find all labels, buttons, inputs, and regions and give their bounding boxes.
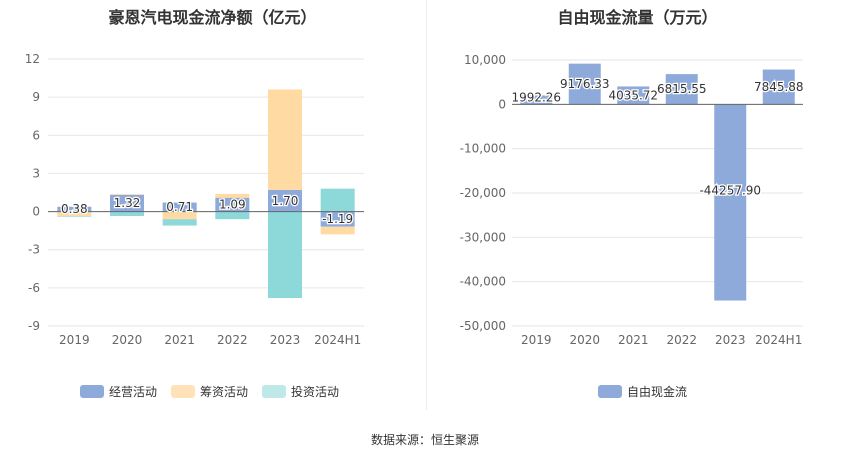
bar-1-0-3 (665, 74, 698, 105)
x-tick-label-1-5: 2024H1 (755, 333, 802, 347)
legend-item-operating[interactable]: 经营活动 (80, 383, 157, 400)
x-tick-label-1-3: 2022 (666, 333, 697, 347)
y-tick-label-1-5: -40,000 (460, 275, 506, 289)
chart-divider (426, 0, 427, 410)
bar-0-1-1 (110, 194, 144, 195)
bar-1-0-5 (762, 69, 795, 105)
bar-1-0-1 (568, 63, 601, 105)
data-label-0-0: 0.38 (61, 202, 88, 216)
bar-1-0-0 (520, 95, 553, 105)
x-tick-label-0-5: 2024H1 (314, 333, 361, 347)
data-label-0-2: 0.71 (166, 200, 193, 214)
x-tick-label-0-4: 2023 (270, 333, 301, 347)
data-label-0-5: -1.19 (322, 212, 353, 226)
y-tick-label-0-5: -3 (28, 243, 40, 257)
bar-0-1-2 (162, 211, 197, 220)
data-label-0-1: 1.32 (114, 196, 141, 210)
bar-1-0-2 (617, 86, 650, 105)
right-chart-title: 自由现金流量（万元） (557, 8, 718, 27)
x-tick-label-1-1: 2020 (569, 333, 600, 347)
y-tick-label-0-7: -9 (28, 319, 40, 333)
data-label-0-4: 1.70 (272, 194, 299, 208)
bar-0-2-5 (320, 188, 355, 212)
legend-swatch-investing (262, 385, 287, 398)
bar-0-0-0 (57, 206, 92, 212)
data-label-1-4: -44257.90 (699, 184, 761, 198)
y-tick-label-0-3: 3 (32, 166, 40, 180)
y-tick-label-0-1: 9 (32, 90, 40, 104)
bar-0-0-5 (320, 211, 355, 227)
bar-0-0-2 (162, 202, 197, 212)
legend-label-free-cash-flow: 自由现金流 (627, 385, 688, 399)
legend-label-investing: 投资活动 (291, 385, 340, 399)
data-label-1-2: 4035.72 (608, 88, 658, 102)
bar-0-0-3 (215, 197, 250, 212)
legend-label-operating: 经营活动 (109, 385, 158, 399)
legend-label-financing: 筹资活动 (200, 385, 249, 399)
legend-swatch-free-cash-flow (598, 385, 622, 398)
bar-0-1-0 (57, 211, 92, 217)
bar-0-0-4 (268, 189, 302, 212)
y-tick-label-1-3: -20,000 (460, 186, 506, 200)
data-source: 数据来源：恒生聚源 (370, 433, 479, 447)
x-tick-label-0-3: 2022 (217, 333, 248, 347)
y-tick-label-0-0: 12 (25, 52, 40, 66)
bar-0-0-1 (110, 194, 144, 212)
bar-0-2-3 (215, 211, 250, 220)
y-tick-label-1-2: -10,000 (460, 142, 506, 156)
y-tick-label-0-6: -6 (28, 281, 40, 295)
x-tick-label-1-0: 2019 (521, 333, 552, 347)
y-tick-label-1-1: 0 (498, 97, 506, 111)
x-tick-label-0-0: 2019 (59, 333, 90, 347)
data-label-1-0: 1992.26 (511, 90, 561, 104)
data-label-1-3: 6815.55 (657, 82, 707, 96)
left-chart-title: 豪恩汽电现金流净额（亿元） (108, 8, 317, 27)
x-tick-label-0-1: 2020 (112, 333, 143, 347)
data-label-1-1: 9176.33 (560, 77, 610, 91)
legend-item-free-cash-flow[interactable]: 自由现金流 (598, 383, 687, 400)
data-label-1-5: 7845.88 (754, 80, 804, 94)
y-tick-label-1-6: -50,000 (460, 319, 506, 333)
bar-0-2-4 (268, 211, 302, 299)
data-label-0-3: 1.09 (219, 198, 246, 212)
x-tick-label-0-2: 2021 (164, 333, 195, 347)
legend-swatch-financing (171, 385, 196, 398)
bar-0-1-4 (268, 89, 302, 190)
y-tick-label-1-4: -30,000 (460, 230, 506, 244)
bar-1-0-4 (714, 104, 747, 301)
x-tick-label-1-4: 2023 (715, 333, 746, 347)
bar-0-1-5 (320, 226, 355, 235)
legend-swatch-operating (80, 385, 104, 398)
left-legend: 经营活动 筹资活动 投资活动 (80, 383, 339, 400)
legend-item-investing[interactable]: 投资活动 (262, 383, 339, 400)
bar-0-2-2 (162, 219, 197, 226)
right-legend: 自由现金流 (598, 383, 687, 400)
bar-0-2-0 (57, 216, 92, 217)
bar-0-2-1 (110, 211, 144, 217)
legend-item-financing[interactable]: 筹资活动 (171, 383, 248, 400)
bar-0-1-3 (215, 193, 250, 198)
y-tick-label-0-4: 0 (32, 205, 40, 219)
y-tick-label-0-2: 6 (32, 128, 40, 142)
x-tick-label-1-2: 2021 (618, 333, 649, 347)
y-tick-label-1-0: 10,000 (464, 53, 506, 67)
